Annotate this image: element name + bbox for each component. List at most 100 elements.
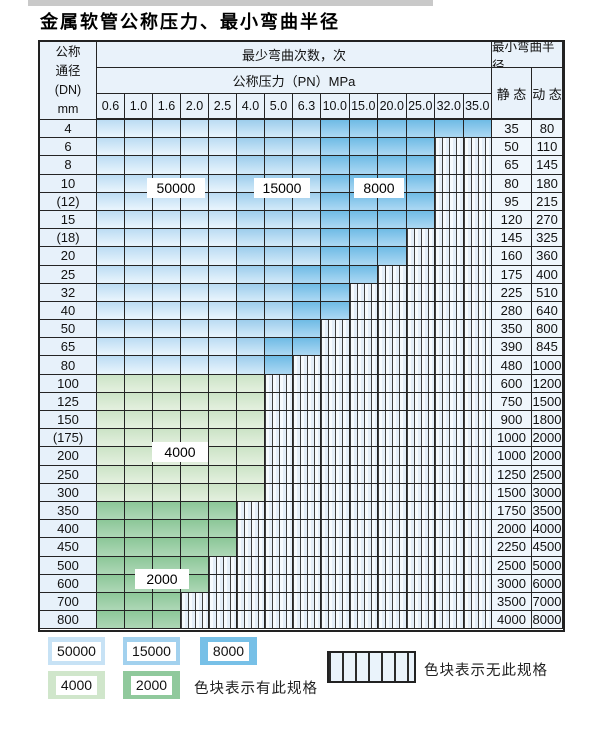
- pressure-cell-no-spec: [349, 520, 378, 539]
- pressure-cell-no-spec: [435, 356, 464, 375]
- pressure-cell-no-spec: [237, 556, 265, 575]
- pressure-cell-no-spec: [321, 411, 350, 430]
- static-radius-cell: 1250: [492, 465, 532, 484]
- static-radius-cell: 1000: [492, 447, 532, 466]
- pressure-cell-no-spec: [349, 483, 378, 502]
- pressure-cell: [97, 392, 125, 411]
- pressure-cell-no-spec: [406, 447, 435, 466]
- pressure-cell: [321, 301, 350, 321]
- pressure-cell-no-spec: [378, 338, 407, 357]
- pressure-cell: [237, 356, 265, 375]
- pressure-cell-no-spec: [406, 611, 435, 630]
- pressure-cell: [97, 592, 125, 612]
- pressure-cell-no-spec: [378, 356, 407, 375]
- pressure-cell: [153, 520, 181, 539]
- dn-cell: 4: [40, 120, 97, 139]
- pressure-cell-no-spec: [406, 411, 435, 430]
- pressure-cell: [209, 247, 237, 266]
- pressure-cell: [97, 138, 125, 157]
- dn-cell: 800: [40, 611, 97, 630]
- pressure-cell: [153, 320, 181, 339]
- pressure-cell-no-spec: [463, 483, 492, 502]
- pressure-cell: [181, 229, 209, 248]
- pressure-cell: [153, 392, 181, 411]
- pressure-cell: [181, 247, 209, 266]
- pressure-cell: [237, 283, 265, 302]
- pressure-cell-no-spec: [321, 538, 350, 557]
- dynamic-radius-cell: 270: [532, 210, 563, 230]
- pressure-cell: [125, 156, 153, 175]
- pressure-cell-no-spec: [406, 501, 435, 521]
- pressure-cell: [153, 301, 181, 321]
- pressure-cell-no-spec: [293, 483, 321, 502]
- pressure-cell-no-spec: [209, 574, 237, 593]
- pressure-cell: [125, 520, 153, 539]
- pressure-cell-no-spec: [293, 611, 321, 630]
- header-pressure-tick: 5.0: [265, 94, 293, 120]
- pressure-cell-no-spec: [265, 538, 293, 557]
- pressure-cell: [237, 138, 265, 157]
- pressure-cell: [349, 120, 378, 139]
- pressure-cell: [153, 501, 181, 521]
- pressure-cell: [125, 192, 153, 211]
- dynamic-radius-cell: 4500: [532, 538, 563, 557]
- pressure-cell-no-spec: [321, 374, 350, 393]
- pressure-cell: [265, 338, 293, 357]
- pressure-cell: [293, 265, 321, 284]
- pressure-cell-no-spec: [435, 592, 464, 612]
- pressure-cell-no-spec: [321, 592, 350, 612]
- dn-cell: 150: [40, 411, 97, 430]
- region-label-4000: 4000: [152, 442, 208, 462]
- pressure-cell-no-spec: [349, 574, 378, 593]
- dynamic-radius-cell: 1800: [532, 411, 563, 430]
- pressure-cell-no-spec: [378, 483, 407, 502]
- pressure-cell-no-spec: [435, 520, 464, 539]
- dn-cell: 32: [40, 283, 97, 302]
- pressure-cell-no-spec: [406, 465, 435, 484]
- pressure-cell-no-spec: [435, 392, 464, 411]
- pressure-cell-no-spec: [463, 520, 492, 539]
- pressure-cell: [265, 283, 293, 302]
- pressure-cell: [181, 374, 209, 393]
- pressure-cell: [349, 138, 378, 157]
- static-radius-cell: 600: [492, 374, 532, 393]
- pressure-cell: [97, 374, 125, 393]
- dn-cell: 300: [40, 483, 97, 502]
- pressure-cell-no-spec: [321, 574, 350, 593]
- pressure-cell-no-spec: [435, 556, 464, 575]
- dynamic-radius-cell: 800: [532, 320, 563, 339]
- pressure-cell: [406, 192, 435, 211]
- pressure-cell: [237, 247, 265, 266]
- pressure-cell: [181, 483, 209, 502]
- header-pressure-tick: 35.0: [463, 94, 492, 120]
- pressure-cell-no-spec: [321, 483, 350, 502]
- pressure-cell-no-spec: [265, 520, 293, 539]
- pressure-cell: [153, 592, 181, 612]
- header-dn-line: (DN): [54, 82, 82, 97]
- pressure-cell-no-spec: [265, 465, 293, 484]
- pressure-cell: [97, 520, 125, 539]
- pressure-cell-no-spec: [406, 520, 435, 539]
- legend-swatch-label: 15000: [127, 641, 176, 661]
- static-radius-cell: 1000: [492, 429, 532, 448]
- pressure-cell: [435, 120, 464, 139]
- static-radius-cell: 95: [492, 192, 532, 211]
- pressure-cell: [406, 138, 435, 157]
- dynamic-radius-cell: 325: [532, 229, 563, 248]
- pressure-cell-no-spec: [293, 447, 321, 466]
- pressure-cell: [209, 138, 237, 157]
- pressure-cell-no-spec: [237, 520, 265, 539]
- dn-cell: 15: [40, 210, 97, 230]
- pressure-cell: [349, 247, 378, 266]
- pressure-cell: [265, 265, 293, 284]
- dn-cell: 10: [40, 174, 97, 193]
- pressure-cell-no-spec: [293, 574, 321, 593]
- pressure-cell: [378, 138, 407, 157]
- pressure-cell: [209, 210, 237, 230]
- pressure-cell-no-spec: [435, 374, 464, 393]
- pressure-cell: [209, 229, 237, 248]
- pressure-cell: [125, 301, 153, 321]
- pressure-cell-no-spec: [435, 229, 464, 248]
- pressure-cell: [237, 392, 265, 411]
- pressure-cell: [153, 356, 181, 375]
